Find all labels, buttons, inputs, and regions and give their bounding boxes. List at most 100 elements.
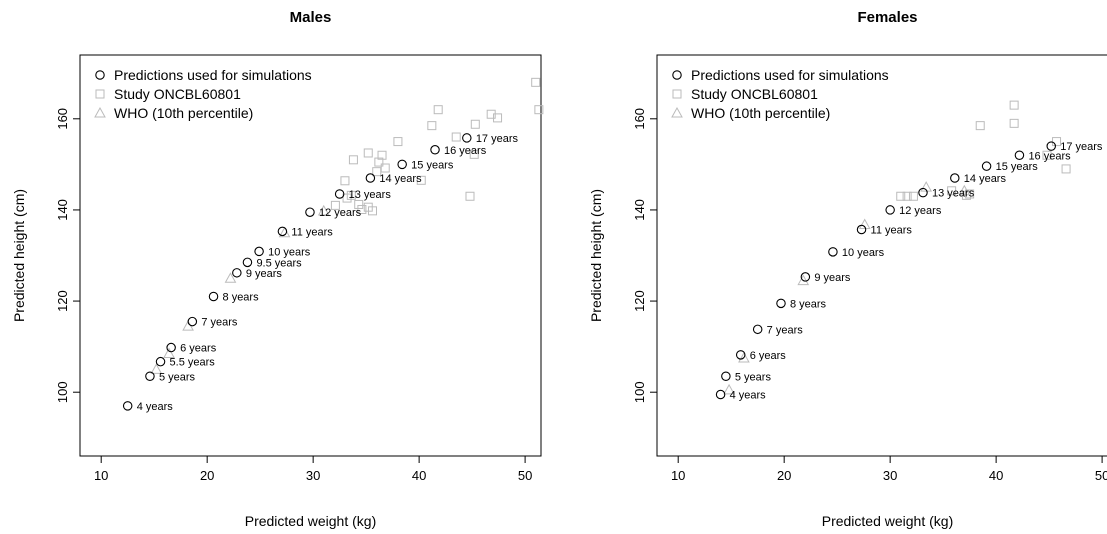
prediction-point [752, 324, 763, 335]
legend: Predictions used for simulations Study ON… [94, 67, 312, 121]
age-label: 8 years [790, 298, 827, 310]
prediction-point [462, 133, 472, 143]
who-point [150, 363, 163, 374]
prediction-point [856, 224, 867, 235]
study-point [363, 148, 373, 158]
y-tick-label: 140 [632, 199, 647, 221]
prediction-point [242, 257, 253, 268]
prediction-point [397, 159, 407, 170]
study-point [433, 105, 443, 115]
study-point [374, 157, 384, 167]
study-point [340, 176, 350, 186]
study-point [451, 132, 461, 142]
legend-entry: WHO (10th percentile) [114, 105, 253, 121]
prediction-point [721, 371, 731, 382]
age-label: 13 years [932, 188, 975, 200]
x-axis-label: Predicted weight (kg) [822, 513, 954, 529]
plot-frame [656, 54, 1107, 457]
study-point [961, 190, 971, 200]
age-label: 12 years [319, 207, 362, 219]
study-point [393, 137, 403, 147]
age-label: 4 years [137, 401, 174, 413]
age-label: 14 years [964, 173, 1007, 185]
age-label: 6 years [180, 343, 217, 355]
age-label: 15 years [411, 159, 454, 171]
age-label: 15 years [996, 161, 1039, 173]
prediction-point [145, 371, 155, 382]
study-point [908, 191, 918, 201]
age-label: 5.5 years [170, 357, 216, 369]
age-label: 14 years [379, 173, 422, 185]
study-point [367, 206, 377, 216]
legend-entry: Study ONCBL60801 [114, 86, 241, 102]
y-tick-label: 140 [55, 199, 70, 221]
chart-title: Females [857, 9, 917, 26]
prediction-point [122, 401, 133, 411]
prediction-point [232, 268, 242, 278]
y-axis-label: Predicted height (cm) [11, 189, 27, 322]
study-point [947, 186, 957, 196]
study-point [469, 149, 479, 159]
age-label: 11 years [291, 226, 333, 238]
prediction-point [715, 389, 726, 400]
age-label: 6 years [750, 350, 787, 362]
prediction-point [187, 316, 198, 327]
legend-circle-icon [95, 70, 105, 80]
study-point [965, 189, 975, 199]
study-point [902, 191, 912, 201]
who-point [163, 347, 175, 358]
study-point [342, 193, 352, 203]
legend-square-icon [95, 89, 105, 99]
x-tick-label: 20 [777, 468, 791, 483]
age-label: 17 years [476, 133, 519, 145]
who-point [920, 181, 933, 192]
study-point [348, 155, 358, 165]
study-point [1009, 118, 1019, 128]
prediction-point [254, 246, 264, 257]
prediction-point [365, 173, 376, 183]
prediction-point [950, 173, 960, 183]
study-point [896, 191, 906, 201]
age-label: 8 years [223, 292, 260, 304]
age-label: 7 years [767, 324, 804, 336]
y-tick-label: 120 [632, 290, 647, 312]
age-label: 13 years [349, 189, 392, 201]
age-label: 9.5 years [256, 257, 302, 269]
study-point [1042, 150, 1052, 160]
prediction-point [166, 342, 176, 353]
prediction-point [735, 350, 746, 360]
age-label: 9 years [814, 272, 851, 284]
x-tick-label: 50 [1095, 468, 1107, 483]
study-point [1061, 164, 1071, 174]
age-label: 16 years [444, 145, 487, 157]
legend-triangle-icon [671, 106, 683, 118]
x-tick-label: 40 [412, 468, 426, 483]
who-point [738, 351, 750, 363]
age-label: 4 years [730, 389, 767, 401]
chart-panel-males: Males 10 20 30 40 50 100 120 140 160 Predicted wei… [11, 9, 544, 529]
x-tick-label: 30 [306, 468, 320, 483]
y-tick-label: 120 [55, 290, 70, 312]
study-point [416, 175, 426, 185]
prediction-point [430, 145, 440, 155]
study-point [531, 77, 541, 87]
prediction-point [885, 205, 895, 215]
chart-title: Males [290, 9, 332, 26]
study-point [493, 113, 503, 123]
legend-square-icon [672, 89, 682, 99]
legend-entry: WHO (10th percentile) [691, 105, 830, 121]
study-point [357, 204, 367, 214]
x-tick-label: 40 [989, 468, 1003, 483]
age-label: 5 years [159, 371, 196, 383]
prediction-point [776, 298, 786, 309]
x-tick-label: 30 [883, 468, 897, 483]
study-point [465, 191, 475, 201]
study-point [975, 121, 985, 131]
prediction-point [800, 272, 811, 282]
prediction-point [208, 291, 219, 302]
prediction-point [1014, 150, 1025, 161]
legend-entry: Study ONCBL60801 [691, 86, 818, 102]
prediction-point [828, 247, 838, 257]
who-point [858, 218, 871, 230]
prediction-point [334, 189, 345, 199]
